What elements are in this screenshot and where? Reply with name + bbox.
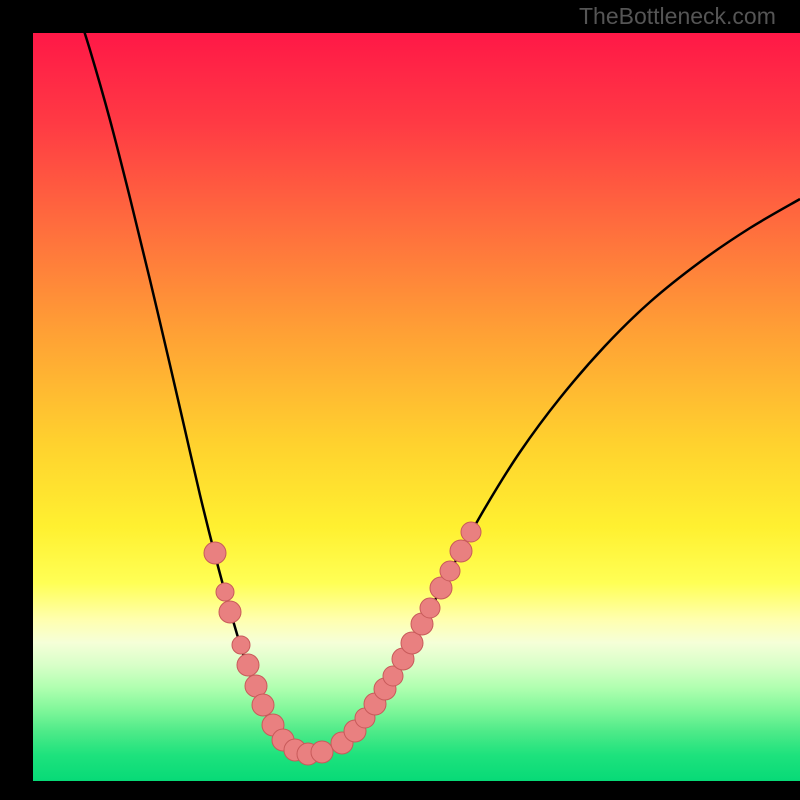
v-curve — [74, 33, 800, 755]
data-marker — [216, 583, 234, 601]
data-marker — [252, 694, 274, 716]
data-marker — [232, 636, 250, 654]
curve-layer — [33, 33, 800, 781]
data-marker — [311, 741, 333, 763]
watermark-text: TheBottleneck.com — [579, 3, 776, 30]
data-marker — [204, 542, 226, 564]
data-marker — [440, 561, 460, 581]
data-marker — [401, 632, 423, 654]
data-marker — [420, 598, 440, 618]
data-marker — [237, 654, 259, 676]
data-marker — [219, 601, 241, 623]
data-marker — [450, 540, 472, 562]
plot-area — [33, 33, 800, 781]
data-marker — [461, 522, 481, 542]
